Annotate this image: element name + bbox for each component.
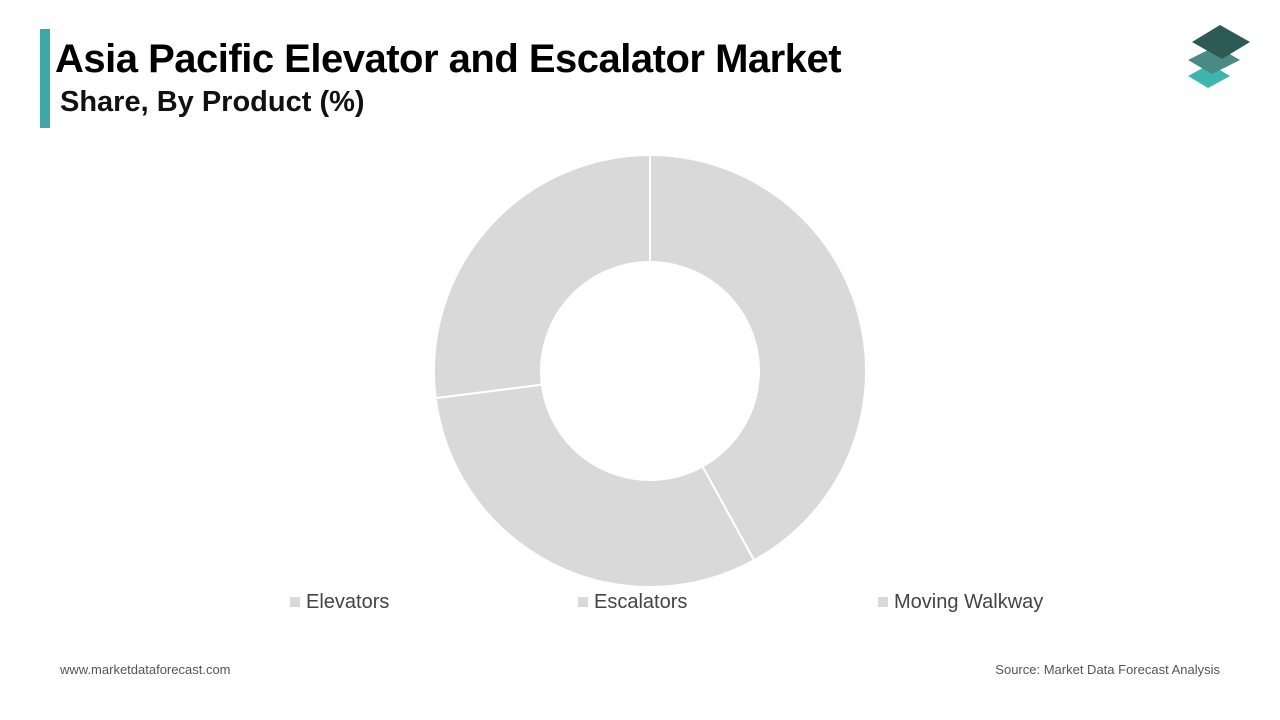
logo-layer-top — [1192, 25, 1250, 59]
legend-swatch — [578, 597, 588, 607]
legend-swatch — [878, 597, 888, 607]
logo-icon — [1188, 25, 1250, 88]
legend-item: Elevators — [290, 589, 389, 615]
chart-slices — [433, 153, 867, 588]
legend-item: Escalators — [578, 589, 687, 615]
chart-title: Asia Pacific Elevator and Escalator Mark… — [55, 37, 842, 81]
legend-swatch — [290, 597, 300, 607]
title-accent-bar — [40, 29, 50, 128]
slice-escalators — [434, 383, 756, 588]
legend-label: Elevators — [306, 591, 390, 613]
source-note: Source: Market Data Forecast Analysis — [995, 662, 1220, 677]
slice-elevators — [649, 153, 867, 562]
slice-moving-walkway — [433, 153, 651, 400]
website-url: www.marketdataforecast.com — [60, 662, 231, 677]
legend-label: Escalators — [594, 591, 688, 613]
legend-label: Moving Walkway — [894, 591, 1044, 613]
legend-item: Moving Walkway — [878, 589, 1043, 615]
chart-subtitle: Share, By Product (%) — [60, 86, 365, 118]
